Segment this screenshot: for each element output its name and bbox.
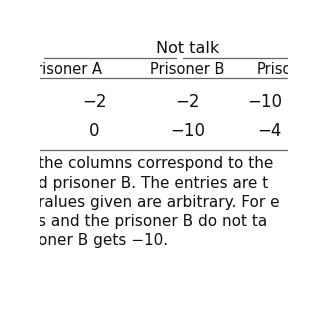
Text: Prisone: Prisone bbox=[257, 62, 311, 77]
Text: −2: −2 bbox=[82, 92, 107, 110]
Text: risoner A: risoner A bbox=[36, 62, 102, 77]
Text: s and the prisoner B do not ta: s and the prisoner B do not ta bbox=[38, 214, 268, 229]
Text: −4: −4 bbox=[257, 122, 282, 140]
Text: oner B gets −10.: oner B gets −10. bbox=[38, 233, 169, 248]
Text: Not talk: Not talk bbox=[156, 41, 219, 56]
Text: Prisoner B: Prisoner B bbox=[150, 62, 224, 77]
Text: 0: 0 bbox=[89, 122, 100, 140]
Text: −10: −10 bbox=[247, 92, 282, 110]
Text: the columns correspond to the: the columns correspond to the bbox=[38, 156, 274, 172]
Text: ralues given are arbitrary. For e: ralues given are arbitrary. For e bbox=[38, 195, 280, 210]
Text: d prisoner B. The entries are t: d prisoner B. The entries are t bbox=[38, 176, 269, 191]
Text: −2: −2 bbox=[175, 92, 199, 110]
Text: −10: −10 bbox=[170, 122, 205, 140]
